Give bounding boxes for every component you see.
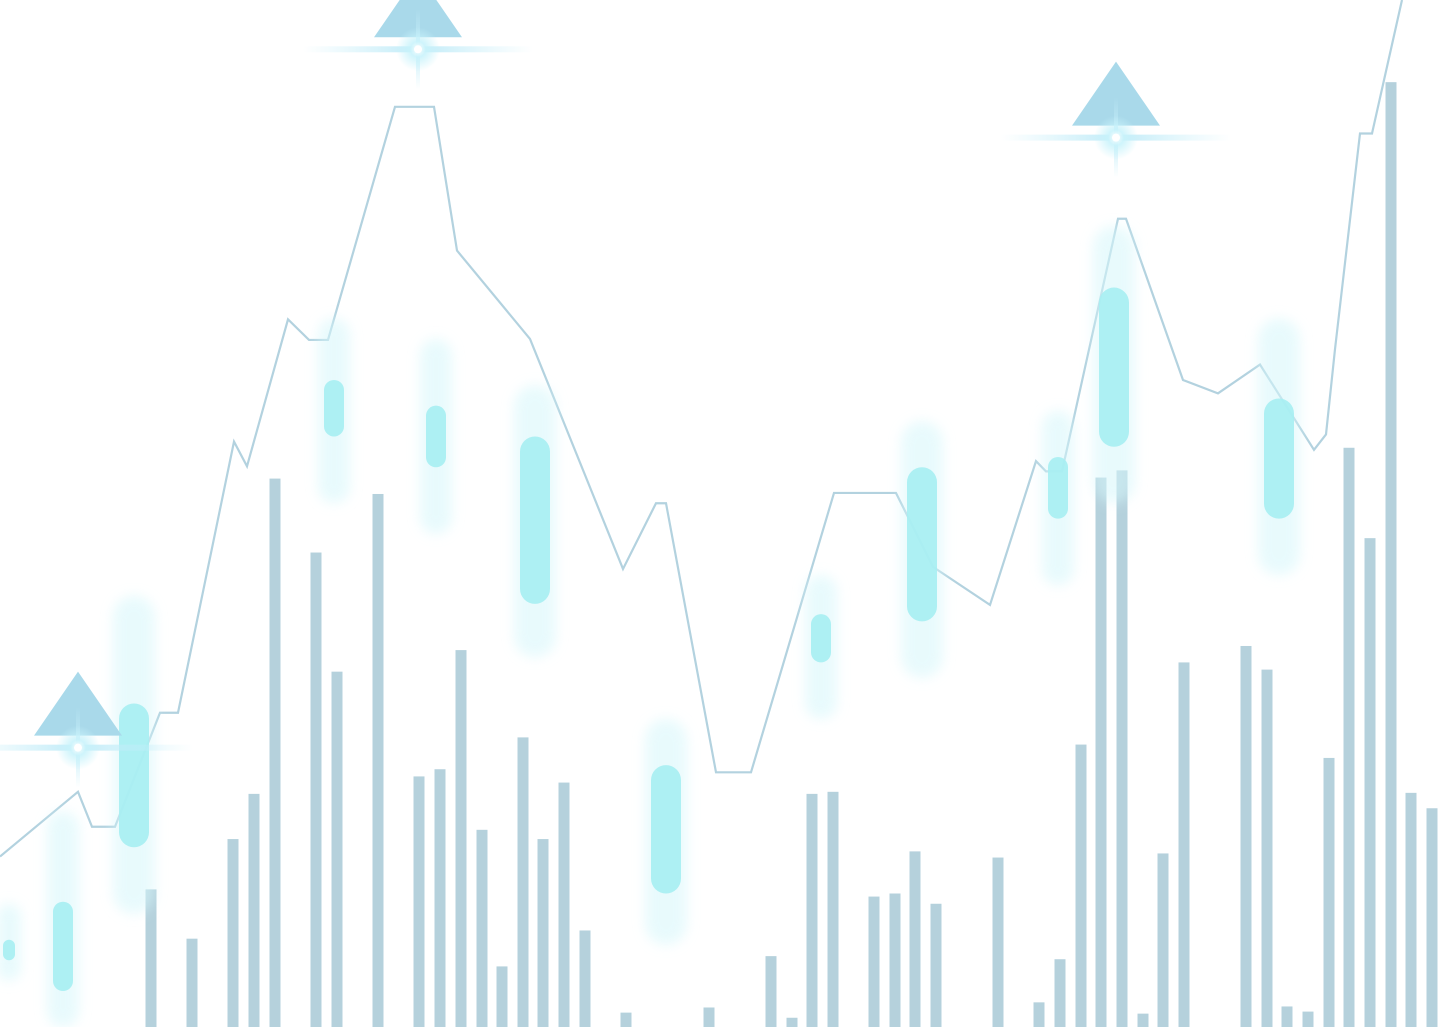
candle-body [3, 939, 15, 961]
volume-bar-5 [310, 552, 322, 1027]
price-line [0, 0, 1404, 858]
volume-bar-40 [1323, 757, 1335, 1027]
volume-bar-35 [1178, 662, 1190, 1027]
up-triangle-icon [1072, 61, 1160, 126]
volume-bar-19 [765, 956, 777, 1027]
volume-bar-28 [1033, 1002, 1045, 1027]
candle-body [520, 436, 550, 604]
volume-bar-32 [1116, 470, 1128, 1027]
volume-bar-12 [496, 966, 508, 1027]
volume-bar-44 [1405, 792, 1417, 1027]
volume-bar-33 [1137, 1013, 1149, 1027]
peak-marker-2 [1001, 61, 1231, 178]
candle-body [1099, 287, 1129, 447]
volume-bars [145, 82, 1438, 1027]
candle-10 [1093, 225, 1135, 504]
candle-8 [901, 421, 943, 678]
candle-body [1048, 457, 1068, 519]
volume-bar-6 [331, 671, 343, 1027]
volume-bar-39 [1302, 1011, 1314, 1027]
volume-bar-24 [889, 893, 901, 1027]
volume-bar-17 [620, 1012, 632, 1027]
candle-0 [0, 903, 21, 981]
volume-bar-41 [1343, 447, 1355, 1027]
volume-bar-31 [1095, 477, 1107, 1027]
volume-bar-36 [1240, 645, 1252, 1027]
volume-bar-29 [1054, 959, 1066, 1027]
candle-body [324, 379, 344, 437]
candles [0, 225, 1300, 1027]
volume-bar-23 [868, 896, 880, 1027]
volume-bar-27 [992, 857, 1004, 1027]
volume-bar-18 [703, 1007, 715, 1027]
candle-4 [420, 338, 452, 535]
price-line-layer [0, 0, 1404, 858]
candle-body [426, 405, 446, 468]
candle-body [53, 901, 73, 992]
volume-bar-9 [434, 769, 446, 1027]
peak-markers [0, 0, 1231, 788]
up-triangle-icon [34, 671, 122, 736]
candle-body [119, 703, 149, 848]
volume-bar-22 [827, 791, 839, 1027]
candle-6 [645, 718, 687, 945]
flare-core [1112, 133, 1120, 142]
volume-bar-14 [537, 839, 549, 1027]
candle-body [651, 765, 681, 894]
candle-2 [113, 595, 155, 915]
volume-bar-0 [145, 889, 157, 1027]
volume-bar-10 [455, 650, 467, 1027]
volume-bar-38 [1281, 1006, 1293, 1027]
peak-marker-0 [0, 671, 193, 788]
volume-bar-25 [909, 851, 921, 1027]
volume-bar-30 [1075, 744, 1087, 1027]
candle-11 [1258, 318, 1300, 576]
candle-1 [47, 811, 79, 1027]
volume-bar-37 [1261, 669, 1273, 1027]
volume-bar-13 [517, 737, 529, 1027]
volume-bar-4 [269, 478, 281, 1027]
volume-bar-21 [806, 793, 818, 1027]
candle-5 [514, 385, 556, 658]
peak-marker-1 [303, 0, 533, 90]
volume-bar-3 [248, 793, 260, 1027]
volume-bar-42 [1364, 538, 1376, 1027]
volume-bar-1 [186, 938, 198, 1027]
volume-bar-34 [1157, 853, 1169, 1027]
flare-core [414, 45, 422, 54]
volume-bar-45 [1426, 808, 1438, 1027]
candle-body [907, 467, 937, 622]
candle-9 [1042, 410, 1074, 586]
volume-bar-26 [930, 903, 942, 1027]
volume-bar-15 [558, 782, 570, 1027]
volume-bar-20 [786, 1017, 798, 1027]
candle-7 [805, 575, 837, 719]
volume-bar-8 [413, 776, 425, 1027]
volume-bar-11 [476, 829, 488, 1027]
volume-bar-43 [1385, 82, 1397, 1027]
volume-bar-2 [227, 839, 239, 1027]
volume-bar-7 [372, 493, 384, 1027]
candle-3 [318, 318, 350, 504]
candle-body [1264, 398, 1294, 519]
volume-bar-16 [579, 930, 591, 1027]
candle-body [811, 614, 831, 663]
flare-core [74, 743, 82, 752]
